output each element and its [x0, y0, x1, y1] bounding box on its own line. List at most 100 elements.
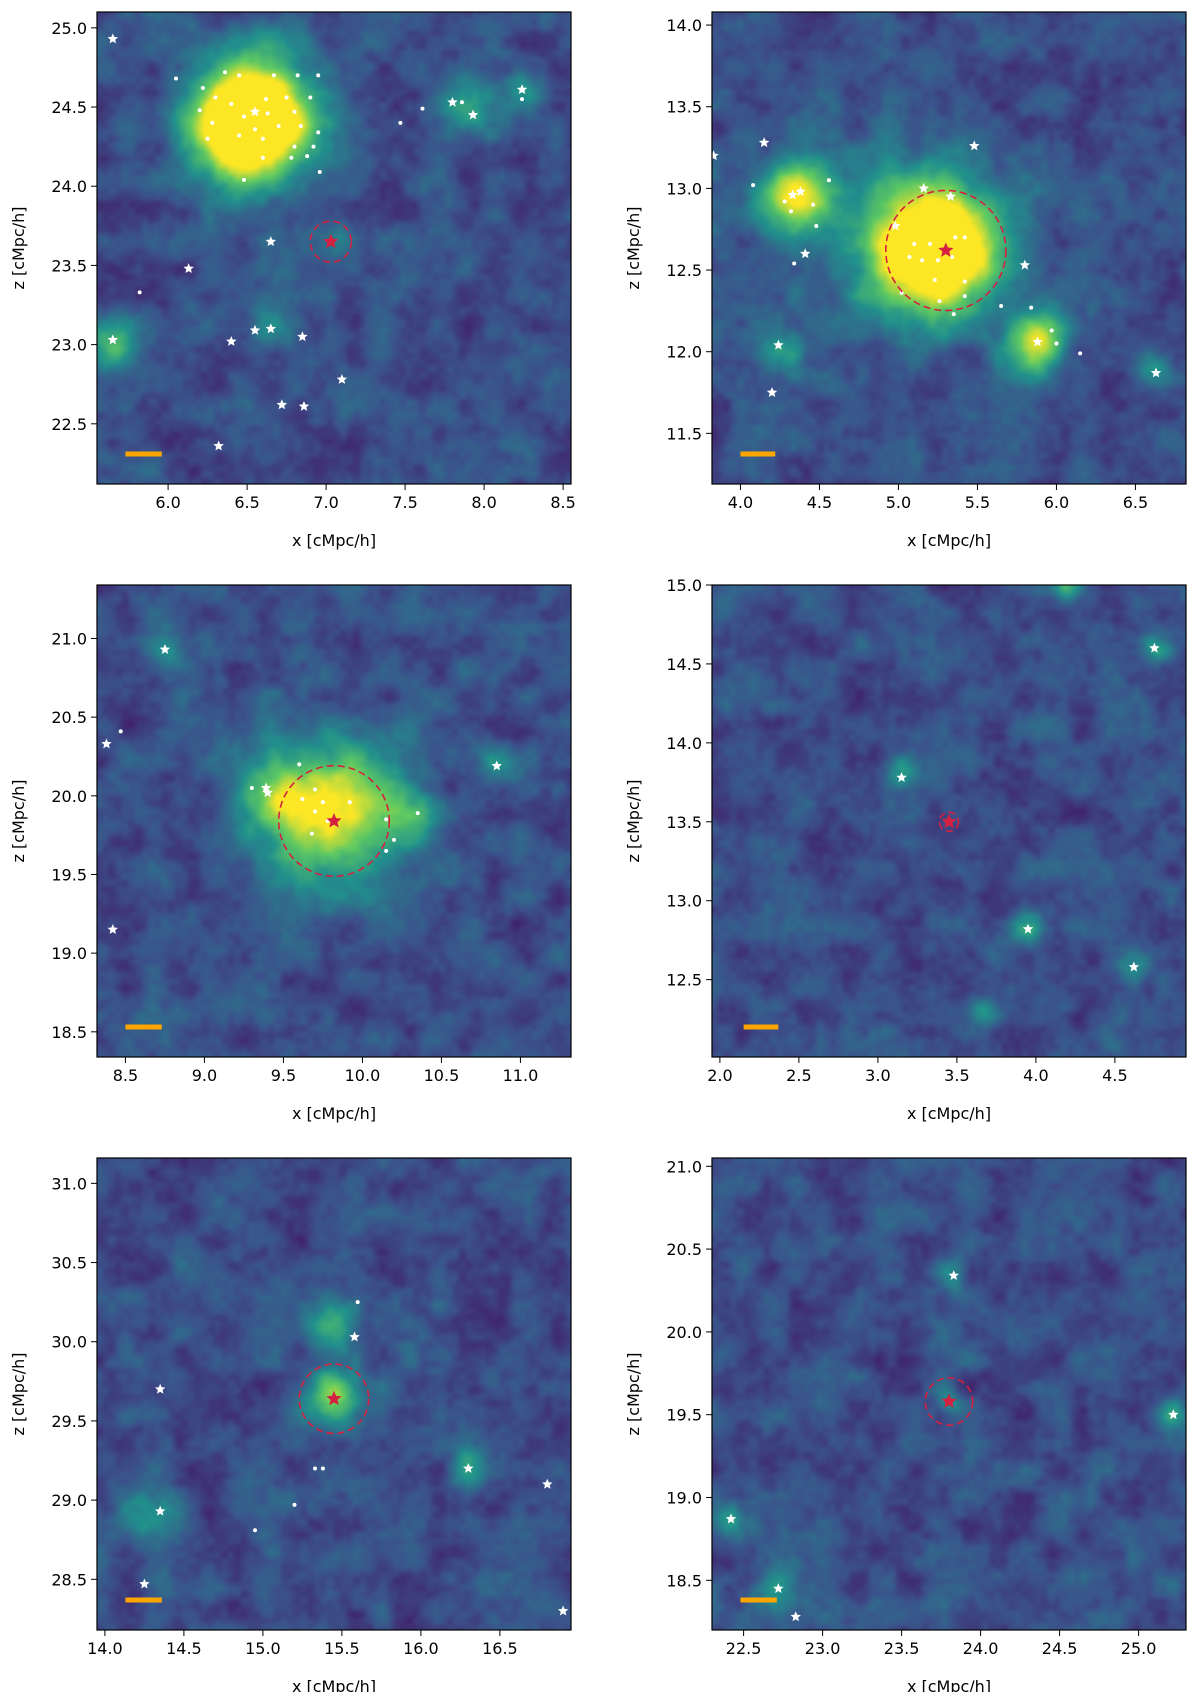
- satellite-dot: [313, 809, 318, 814]
- y-tick-label: 19.0: [51, 944, 87, 963]
- satellite-dot: [912, 241, 917, 246]
- y-tick-label: 21.0: [51, 629, 87, 648]
- satellite-dot: [309, 831, 314, 836]
- satellite-dot: [937, 299, 942, 304]
- x-tick-label: 6.5: [234, 493, 259, 512]
- x-tick-label: 11.0: [503, 1066, 539, 1085]
- panel-5-xlabel: x [cMpc/h]: [292, 1677, 376, 1692]
- satellite-star: [1022, 923, 1034, 934]
- satellite-dot: [789, 209, 793, 214]
- satellite-star: [712, 150, 719, 161]
- satellite-star: [1128, 961, 1140, 972]
- satellite-star: [249, 324, 261, 335]
- x-tick-label: 6.0: [155, 493, 180, 512]
- satellite-star: [790, 1611, 801, 1622]
- satellite-dot: [241, 114, 246, 119]
- satellite-dot: [292, 1502, 297, 1507]
- satellite-dot: [811, 202, 816, 207]
- y-tick-label: 20.0: [51, 787, 87, 806]
- x-tick-label: 5.0: [886, 493, 911, 512]
- satellite-dot: [284, 95, 289, 100]
- satellite-dot: [384, 848, 389, 853]
- satellite-dot: [792, 261, 797, 266]
- y-tick-label: 13.0: [666, 179, 702, 198]
- satellite-dot: [415, 811, 420, 816]
- satellite-star: [542, 1478, 553, 1489]
- panel-4: x [cMpc/h] z [cMpc/h] 2.0 2.5 3.0 3.5 4.0 4.5…: [624, 576, 1187, 1123]
- satellite-star: [262, 787, 273, 798]
- plot-frame: [711, 11, 1187, 485]
- satellite-dot: [1078, 351, 1083, 356]
- y-tick-label: 19.5: [51, 865, 87, 884]
- y-tick-label: 20.5: [666, 1240, 702, 1259]
- x-tick-label: 6.0: [1044, 493, 1069, 512]
- center-star: [941, 1393, 957, 1408]
- plot-frame: [711, 1157, 1187, 1631]
- satellite-dot: [313, 787, 318, 792]
- y-tick-label: 22.5: [51, 415, 87, 434]
- x-tick-label: 5.5: [965, 493, 990, 512]
- satellite-star: [725, 1513, 737, 1524]
- satellite-dot: [264, 97, 269, 102]
- satellite-dot: [308, 95, 313, 100]
- x-tick-label: 7.5: [392, 493, 417, 512]
- satellite-dot: [814, 223, 819, 228]
- panel-3-ylabel: z [cMpc/h]: [9, 779, 28, 862]
- satellite-dot: [241, 177, 246, 182]
- y-tick-label: 18.5: [51, 1023, 87, 1042]
- satellite-star: [154, 1383, 166, 1394]
- plot-frame: [96, 1157, 572, 1631]
- panel-4-ylabel: z [cMpc/h]: [624, 779, 643, 862]
- satellite-dot: [311, 144, 316, 149]
- satellite-star: [107, 33, 119, 44]
- satellite-star: [1168, 1409, 1179, 1420]
- satellite-star: [773, 1583, 784, 1594]
- satellite-dot: [253, 127, 257, 132]
- x-tick-label: 6.5: [1123, 493, 1148, 512]
- satellite-star: [799, 248, 811, 259]
- satellite-dot: [300, 796, 305, 801]
- satellite-star: [890, 220, 901, 231]
- y-tick-label: 25.0: [51, 19, 87, 38]
- satellite-star: [139, 1578, 150, 1589]
- y-tick-label: 29.5: [51, 1412, 87, 1431]
- satellite-dot: [237, 73, 242, 78]
- satellite-star: [969, 140, 980, 151]
- plot-frame: [96, 584, 572, 1058]
- satellite-star: [948, 1270, 959, 1281]
- panel-1: x [cMpc/h] z [cMpc/h] 6.0 6.5 7.0 7.5 8.0 8.5…: [9, 11, 576, 550]
- x-tick-label: 4.0: [728, 493, 753, 512]
- satellite-dot: [316, 73, 321, 78]
- panel-2: x [cMpc/h] z [cMpc/h] 4.0 4.5 5.0 5.5 6.0 6.5…: [624, 11, 1187, 550]
- x-tick-label: 7.0: [313, 493, 338, 512]
- y-tick-label: 28.5: [51, 1570, 87, 1589]
- y-tick-label: 18.5: [666, 1571, 702, 1590]
- satellite-star: [213, 440, 224, 451]
- satellite-dot: [907, 254, 912, 259]
- satellite-dot: [276, 124, 281, 129]
- panel-2-ylabel: z [cMpc/h]: [624, 206, 643, 289]
- satellite-dot: [118, 729, 123, 734]
- satellite-dot: [174, 76, 178, 81]
- satellite-dot: [305, 154, 310, 159]
- satellite-star: [107, 924, 119, 935]
- satellite-dot: [197, 108, 202, 113]
- satellite-star: [516, 84, 528, 95]
- y-tick-label: 23.0: [51, 336, 87, 355]
- satellite-dot: [420, 106, 425, 111]
- y-tick-label: 14.0: [666, 734, 702, 753]
- x-tick-label: 2.5: [786, 1066, 811, 1085]
- panel-4-xlabel: x [cMpc/h]: [907, 1104, 991, 1123]
- satellite-dot: [260, 155, 265, 160]
- satellite-dot: [962, 235, 967, 240]
- satellite-star: [297, 331, 308, 342]
- y-tick-label: 24.5: [51, 98, 87, 117]
- satellite-star: [249, 106, 261, 117]
- panel-6-ylabel: z [cMpc/h]: [624, 1352, 643, 1435]
- satellite-star: [918, 182, 929, 193]
- panel-5: x [cMpc/h] z [cMpc/h] 14.0 14.5 15.0 15.5 16…: [9, 1157, 572, 1692]
- y-tick-label: 15.0: [666, 576, 702, 595]
- satellite-star: [795, 186, 806, 197]
- y-tick-label: 12.5: [666, 261, 702, 280]
